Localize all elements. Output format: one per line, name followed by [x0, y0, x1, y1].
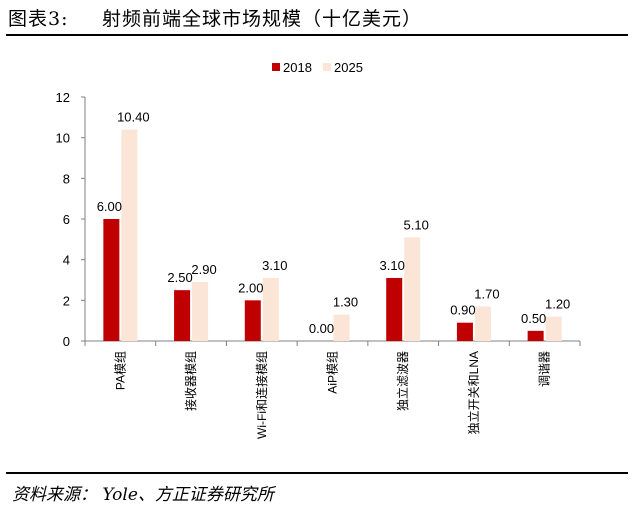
bar-2018	[174, 290, 191, 341]
data-label-2018: 2.50	[167, 270, 192, 285]
source-note: 资料来源： Yole、方正证券研究所	[12, 485, 274, 505]
bar-2025	[121, 129, 138, 341]
y-tick-label: 8	[63, 171, 70, 186]
bar-2018	[456, 322, 473, 341]
data-label-2025: 10.40	[117, 110, 150, 125]
chart-category-labels: PA模组 接收器模组 Wi-Fi和连接模组 AiP模组 独立滤波器 独立开关和LNA 调谐器	[113, 351, 551, 439]
legend-swatch-2018	[272, 63, 280, 71]
y-tick-label: 12	[56, 90, 70, 105]
bar-2025	[192, 282, 209, 341]
data-label-2018: 2.00	[238, 280, 263, 295]
data-label-2018: 3.10	[380, 258, 405, 273]
figure-label: 图表3:	[8, 8, 69, 30]
data-label-2025: 1.30	[333, 295, 358, 310]
category-label: PA模组	[113, 351, 127, 390]
figure-title: 射频前端全球市场规模（十亿美元）	[102, 8, 423, 30]
data-label-2018: 0.90	[450, 303, 475, 318]
y-tick-label: 0	[63, 334, 70, 349]
bar-2025	[262, 277, 279, 341]
data-label-2025: 1.20	[545, 297, 570, 312]
data-label-2025: 5.10	[404, 217, 429, 232]
data-label-2025: 1.70	[474, 286, 499, 301]
legend-label-2025: 2025	[334, 60, 363, 75]
category-label: 独立开关和LNA	[466, 351, 481, 434]
legend: 2018 2025	[272, 60, 363, 75]
data-label-2018: 0.50	[521, 311, 546, 326]
bar-2018	[244, 300, 261, 341]
chart-axes: 0 2 4 6 8 10 12	[56, 90, 581, 349]
legend-label-2018: 2018	[283, 60, 312, 75]
bar-2025	[474, 306, 491, 341]
data-label-2018: 6.00	[97, 199, 122, 214]
category-label: AiP模组	[326, 351, 340, 394]
legend-swatch-2025	[323, 63, 331, 71]
bar-2018	[103, 219, 120, 341]
bar-2025	[404, 237, 421, 341]
data-label-2025: 3.10	[262, 258, 287, 273]
figure-header: 图表3: 射频前端全球市场规模（十亿美元）	[6, 4, 628, 36]
bar-2018	[386, 277, 403, 341]
bar-2025	[545, 316, 562, 341]
category-label: 调谐器	[538, 351, 552, 387]
category-label: 独立滤波器	[395, 351, 410, 411]
data-label-2018: 0.00	[309, 321, 334, 336]
y-tick-label: 2	[63, 293, 70, 308]
chart-bars	[103, 129, 562, 341]
y-tick-label: 6	[63, 212, 70, 227]
bar-2025	[333, 314, 350, 341]
y-tick-label: 4	[63, 253, 70, 268]
figure-footer: 资料来源： Yole、方正证券研究所	[6, 472, 628, 505]
chart-data-labels: 6.00 10.40 2.502.90 2.00 3.10 0.00 1.30 3.10 5.1…	[97, 110, 571, 336]
y-tick-label: 10	[56, 131, 70, 146]
bar-2018	[527, 330, 544, 341]
bar-chart: 2018 2025 0 2 4 6 8 10 12 6.00 10.40 2.502.90 2.00…	[56, 60, 581, 439]
category-label: 接收器模组	[183, 351, 198, 411]
data-label-2025: 2.90	[191, 262, 216, 277]
category-label: Wi-Fi和连接模组	[254, 351, 269, 439]
